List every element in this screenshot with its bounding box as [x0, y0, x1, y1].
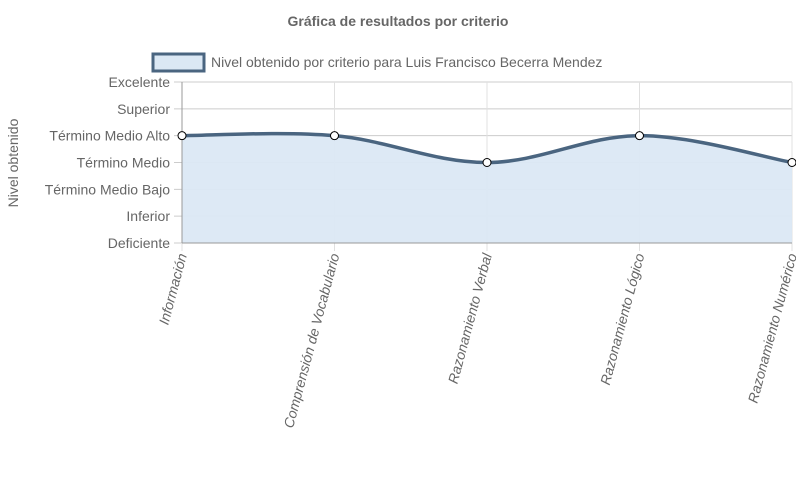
x-tick-label: Razonamiento Lógico: [597, 251, 648, 386]
series-fill: [182, 133, 792, 243]
legend-label: Nivel obtenido por criterio para Luis Fr…: [211, 54, 602, 70]
legend[interactable]: Nivel obtenido por criterio para Luis Fr…: [151, 52, 602, 73]
chart-title: Gráfica de resultados por criterio: [288, 13, 509, 29]
y-tick-label: Término Medio: [77, 155, 171, 171]
data-point: [330, 131, 339, 141]
x-tick-labels: Información Comprensión de Vocabulario Raz…: [156, 251, 796, 430]
series-points: [177, 131, 796, 167]
y-tick-label: Término Medio Bajo: [45, 181, 170, 197]
legend-swatch: [151, 52, 206, 73]
y-tick-label: Excelente: [109, 74, 171, 90]
x-tick-label: Razonamiento Numérico: [745, 251, 796, 404]
data-point: [635, 131, 644, 141]
x-tick-label: Comprensión de Vocabulario: [280, 251, 342, 429]
data-point: [787, 158, 796, 167]
data-point: [482, 158, 492, 167]
x-tick-label: Información: [156, 251, 190, 326]
y-tick-label: Inferior: [126, 208, 170, 224]
y-tick-label: Superior: [117, 101, 170, 117]
data-point: [177, 131, 187, 141]
y-tick-label: Deficiente: [108, 235, 170, 251]
y-tick-label: Término Medio Alto: [49, 128, 170, 144]
axes: [181, 82, 792, 244]
y-tick-labels: Deficiente Inferior Término Medio Bajo Térm…: [45, 74, 171, 251]
y-axis-label: Nivel obtenido: [5, 118, 21, 207]
x-tick-label: Razonamiento Verbal: [445, 251, 495, 386]
